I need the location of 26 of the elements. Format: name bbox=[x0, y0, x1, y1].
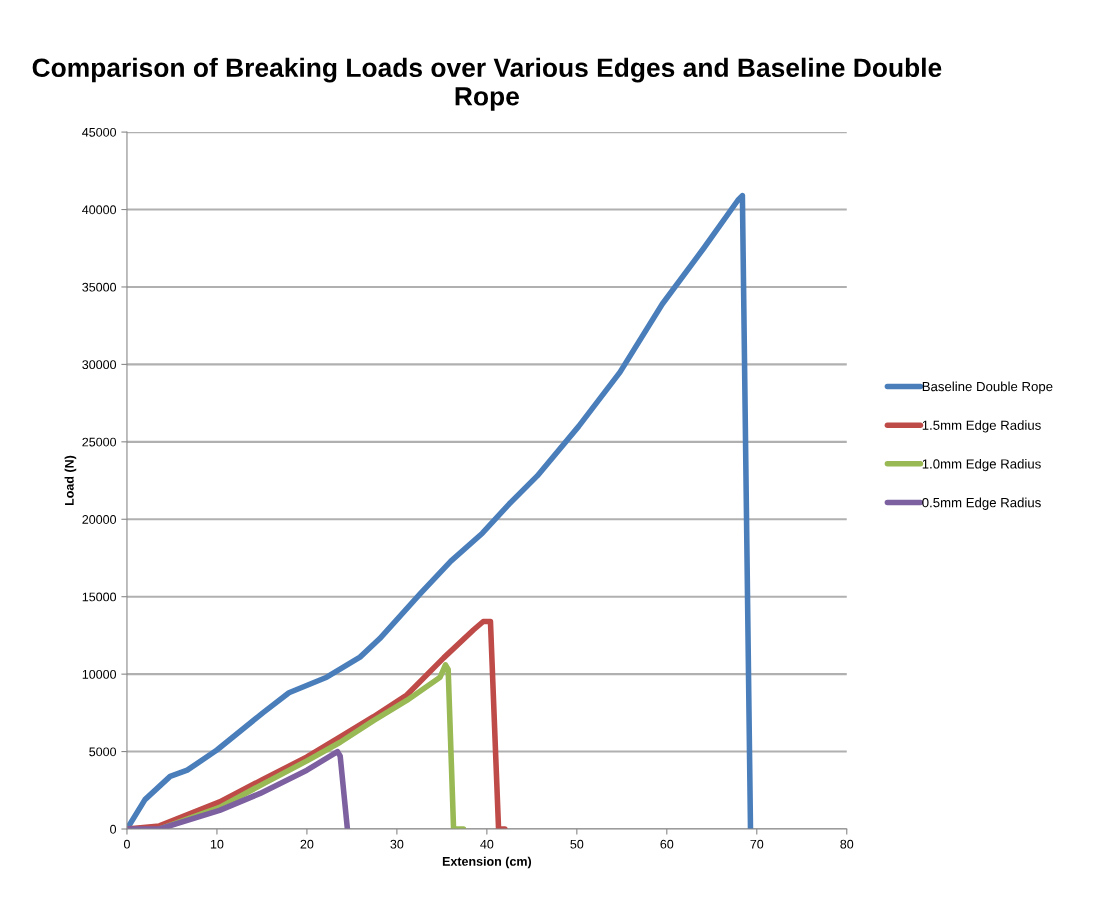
chart-title: Comparison of Breaking Loads over Various Edges and Baseline Double Rope bbox=[32, 57, 942, 111]
legend-label: 1.0mm Edge Radius bbox=[922, 458, 1041, 472]
x-tick-label: 80 bbox=[840, 839, 854, 849]
x-tick-label: 20 bbox=[300, 839, 314, 849]
y-axis-title: Load (N) bbox=[64, 455, 77, 506]
x-tick-label: 70 bbox=[750, 839, 764, 849]
x-tick-label: 0 bbox=[123, 839, 130, 849]
y-tick-label: 35000 bbox=[82, 282, 117, 292]
y-tick-label: 25000 bbox=[82, 437, 117, 447]
y-tick-label: 0 bbox=[110, 824, 117, 834]
x-tick-label: 50 bbox=[570, 839, 584, 849]
legend-label: Baseline Double Rope bbox=[922, 381, 1053, 394]
y-tick-label: 15000 bbox=[82, 592, 117, 602]
x-axis-title: Extension (cm) bbox=[442, 856, 532, 869]
y-tick-label: 30000 bbox=[82, 360, 117, 370]
y-tick-label: 45000 bbox=[82, 127, 117, 137]
x-tick-label: 40 bbox=[480, 839, 494, 849]
x-tick-label: 10 bbox=[210, 839, 224, 849]
legend-label: 0.5mm Edge Radius bbox=[922, 497, 1041, 510]
y-tick-label: 40000 bbox=[82, 205, 117, 215]
y-tick-label: 10000 bbox=[82, 669, 117, 679]
y-tick-label: 5000 bbox=[89, 747, 117, 757]
y-tick-label: 20000 bbox=[82, 515, 117, 524]
legend-label: 1.5mm Edge Radius bbox=[922, 420, 1041, 433]
x-tick-label: 60 bbox=[660, 839, 674, 849]
x-tick-label: 30 bbox=[390, 839, 404, 849]
